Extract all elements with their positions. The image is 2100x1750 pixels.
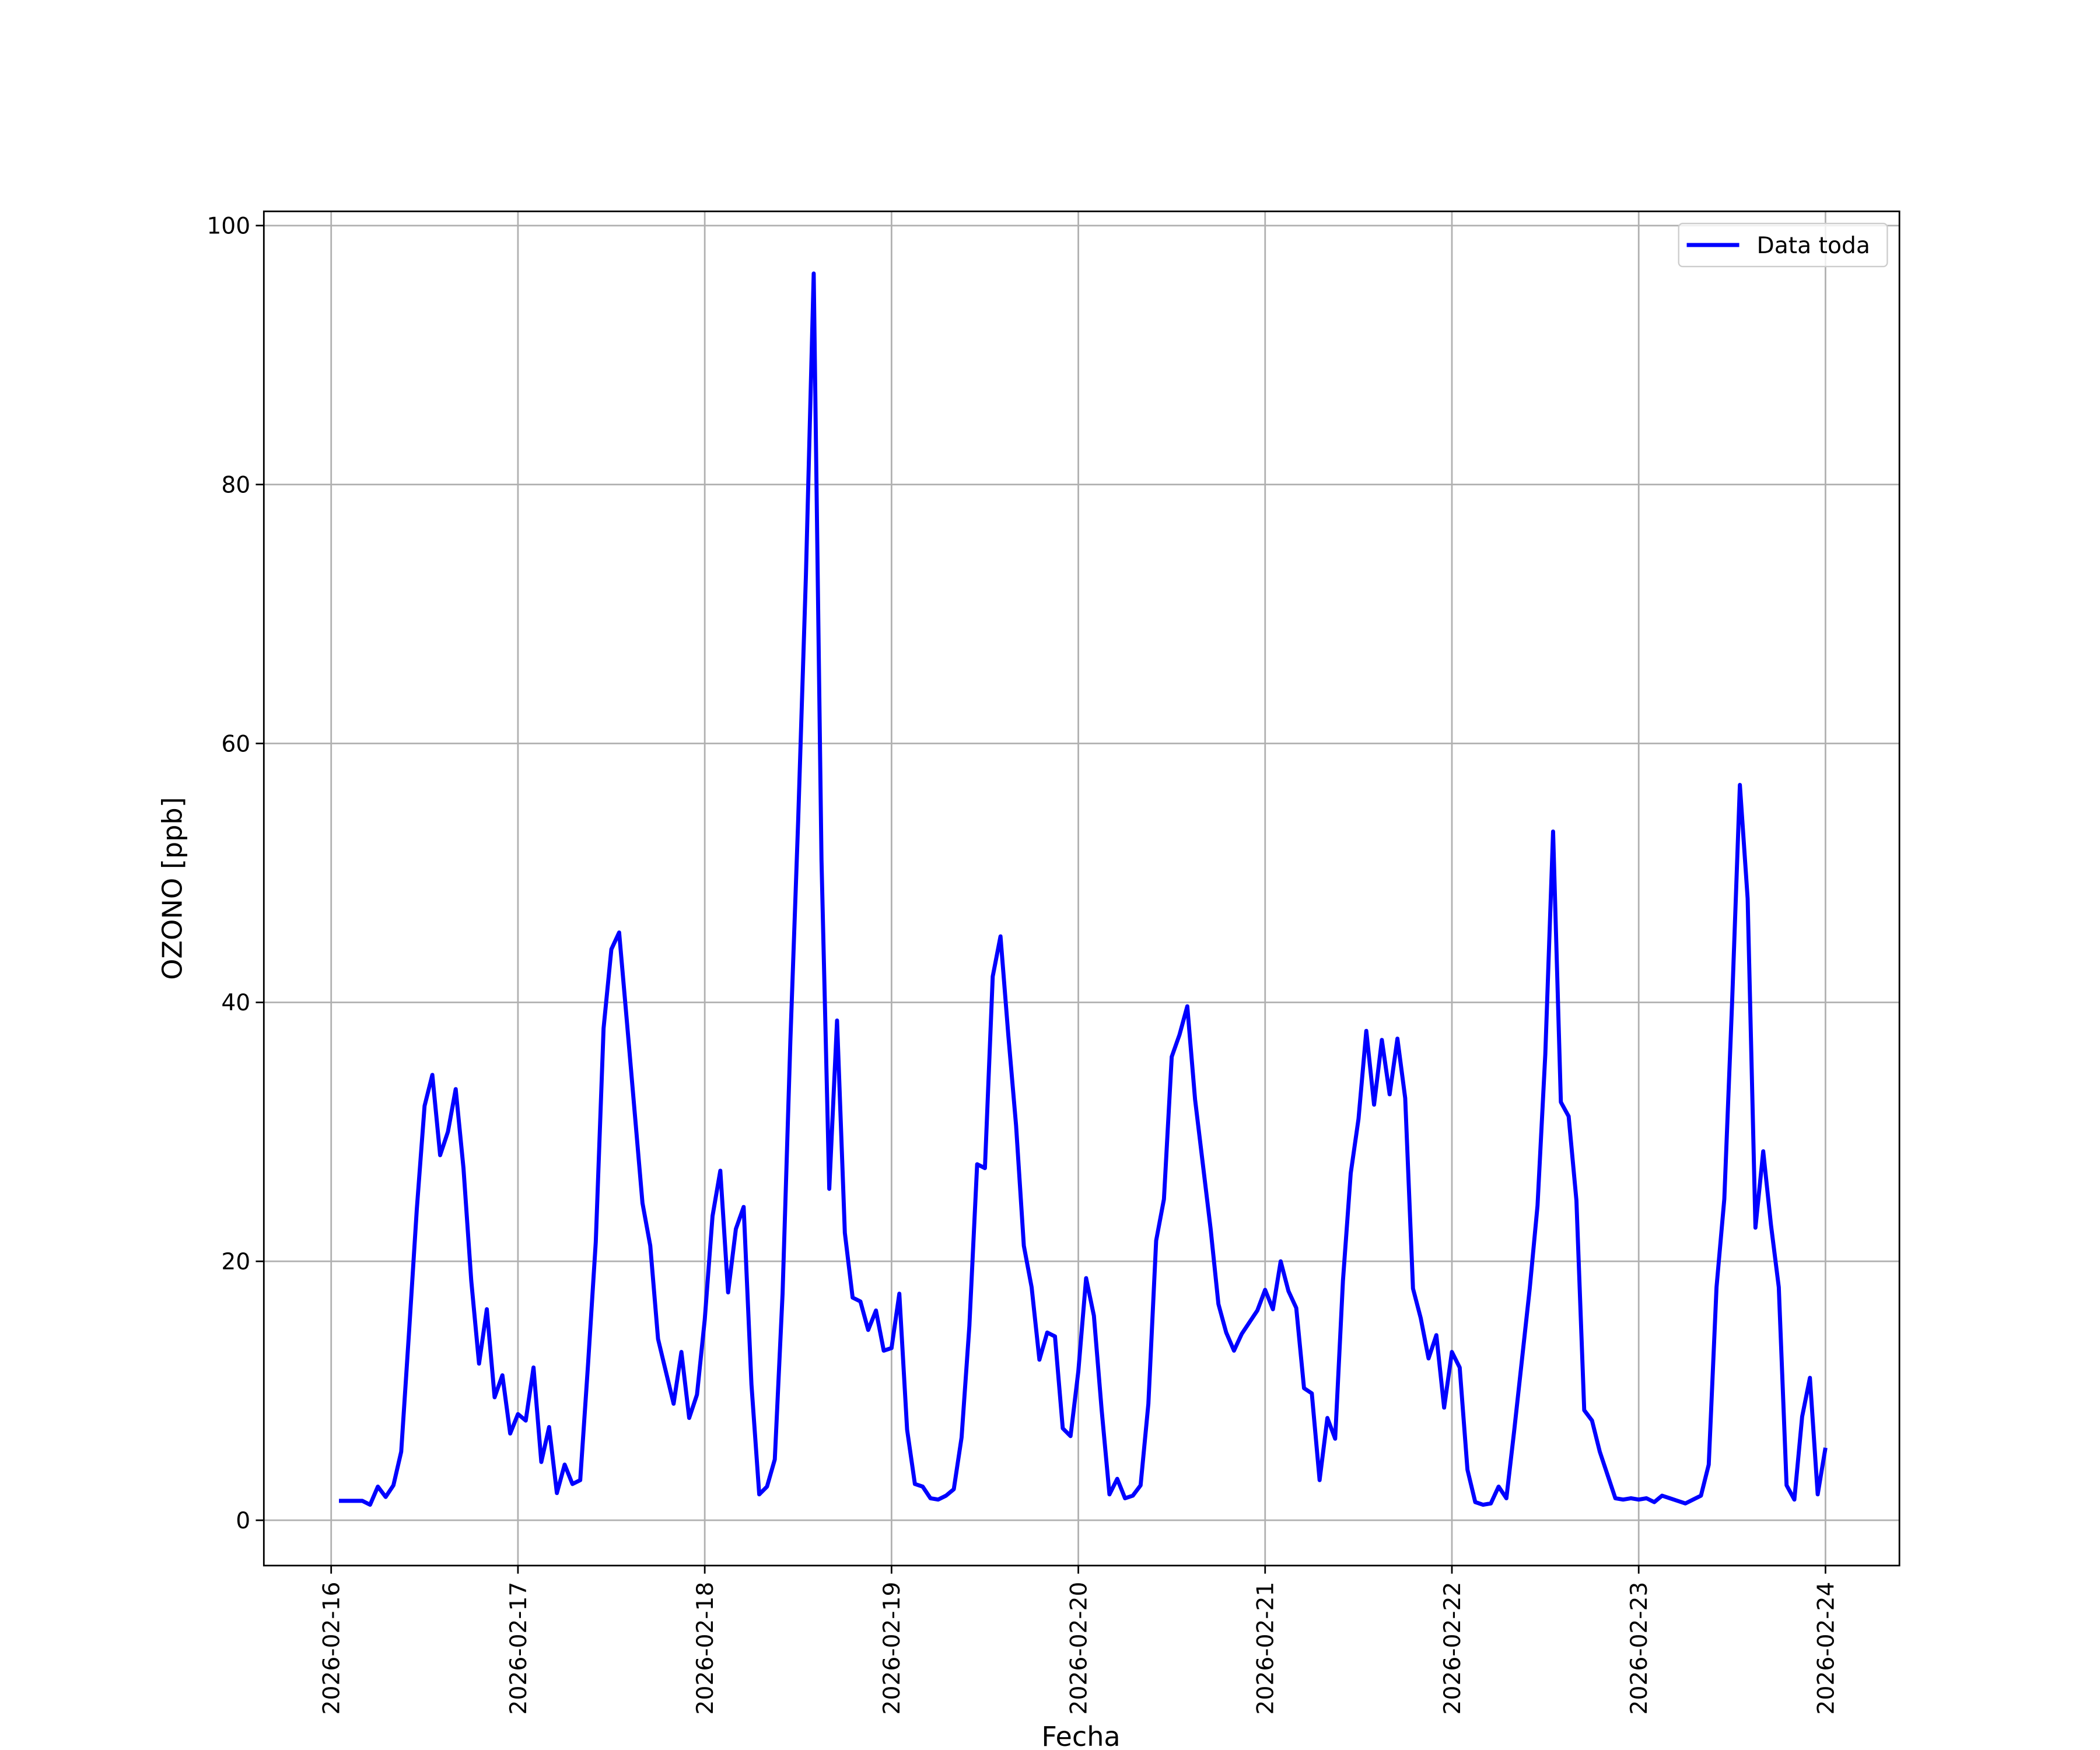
- legend: Data toda: [1678, 222, 1888, 268]
- axes: 0 20 40 60 80 100 2026-02-16 2026-02-17 2026-02-…: [206, 214, 1839, 1715]
- y-tick-label: 20: [221, 1249, 250, 1275]
- x-tick-label: 2026-02-20: [1066, 1582, 1092, 1715]
- x-tick-label: 2026-02-19: [879, 1582, 905, 1715]
- x-tick-label: 2026-02-24: [1813, 1582, 1839, 1715]
- x-tick-label: 2026-02-22: [1440, 1582, 1466, 1715]
- x-tick-label: 2026-02-16: [319, 1582, 345, 1715]
- legend-box: [1678, 222, 1888, 268]
- y-tick-label: 0: [236, 1508, 250, 1534]
- y-tick-label: 60: [221, 731, 250, 757]
- y-tick-label: 80: [221, 472, 250, 498]
- x-tick-label: 2026-02-17: [506, 1582, 532, 1715]
- plot-area: [339, 271, 1828, 1507]
- y-tick-label: 40: [221, 990, 250, 1016]
- data-line: [339, 271, 1828, 1507]
- legend-label: Data toda: [1757, 233, 1870, 259]
- x-tick-label: 2026-02-18: [692, 1582, 719, 1715]
- axes-frame: [262, 210, 1901, 1567]
- x-tick-label: 2026-02-23: [1626, 1582, 1653, 1715]
- y-axis-label: OZONO [ppb]: [157, 797, 188, 980]
- y-tick-label: 100: [206, 214, 250, 240]
- x-tick-label: 2026-02-21: [1253, 1582, 1279, 1715]
- x-axis-label: Fecha: [1041, 1721, 1120, 1750]
